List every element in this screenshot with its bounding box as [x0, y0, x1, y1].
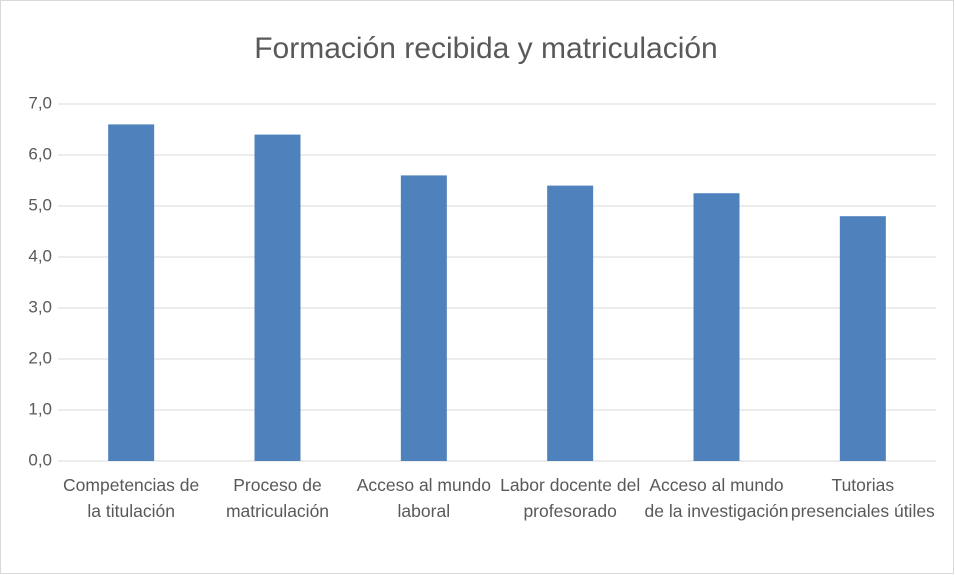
x-tick-label: Labor docente del profesorado [500, 475, 641, 521]
bar [839, 216, 886, 461]
x-tick-label: Proceso de matriculación [225, 475, 330, 521]
x-tick-label: Tutorias presenciales útiles [790, 475, 935, 521]
bar [400, 175, 447, 461]
y-tick-label: 7,0 [28, 93, 52, 112]
chart-title: Formación recibida y matriculación [254, 32, 718, 65]
y-tick-label: 6,0 [28, 144, 52, 163]
bar [254, 134, 301, 461]
y-tick-label: 4,0 [28, 246, 52, 265]
bar [693, 193, 740, 461]
bar [108, 124, 155, 462]
x-tick-label: Acceso al mundo laboral [356, 475, 491, 521]
y-tick-label: 0,0 [28, 450, 52, 469]
y-tick-label: 5,0 [28, 195, 52, 214]
y-tick-label: 1,0 [28, 399, 52, 418]
x-tick-label: Acceso al mundo de la investigación [644, 475, 789, 521]
x-tick-label: Competencias de la titulación [63, 475, 200, 521]
bar [547, 185, 594, 461]
y-tick-label: 2,0 [28, 348, 52, 367]
y-tick-label: 3,0 [28, 297, 52, 316]
